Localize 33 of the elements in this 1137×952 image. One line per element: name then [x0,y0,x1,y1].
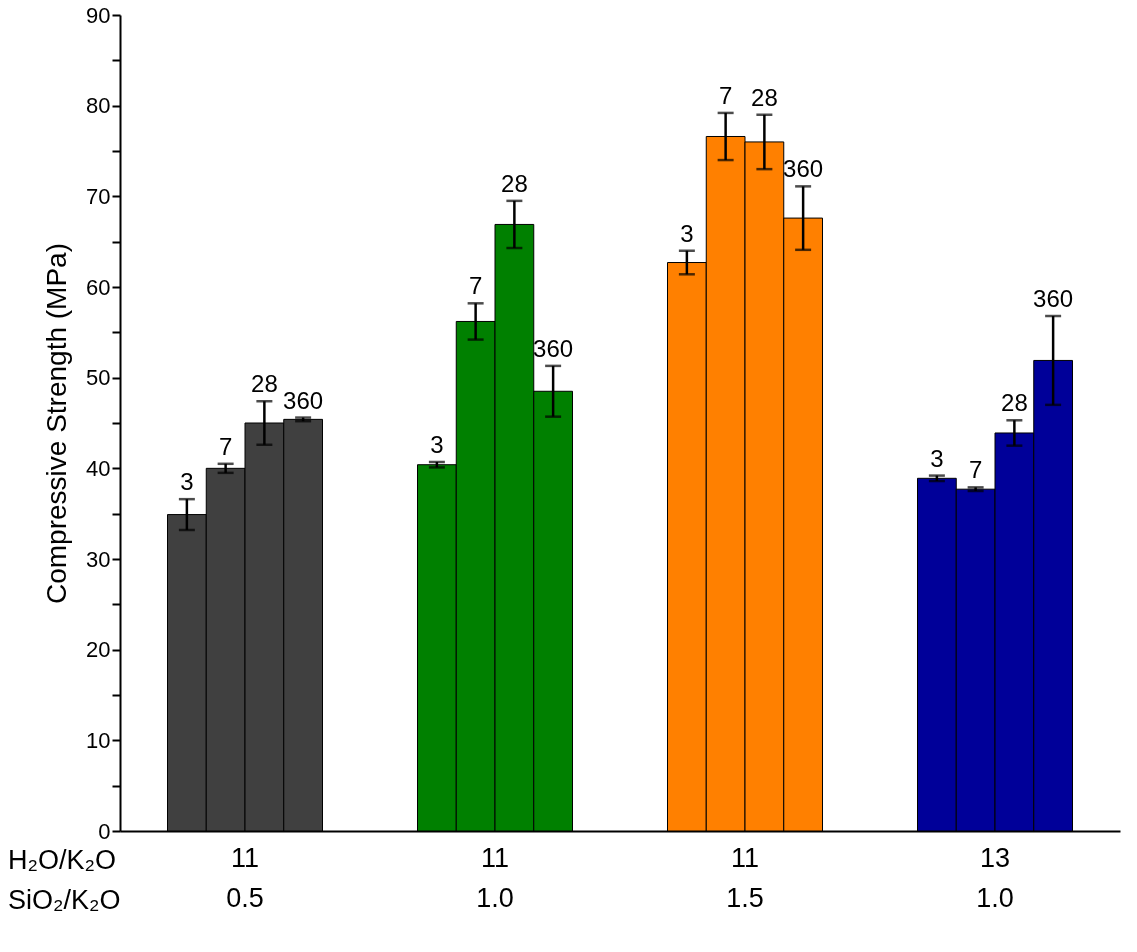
x-tick-label: 11 0.5 [226,842,264,913]
x-tick-label: 13 1.0 [976,842,1014,913]
y-tick-label: 0 [98,818,111,844]
text: H₂O/K₂O [8,845,116,876]
text: 7 [468,272,483,300]
text: 3 [930,444,944,472]
text: 28 [251,370,278,398]
series-label: 28 [1001,389,1028,417]
x-tick-label: 11 1.5 [726,842,764,913]
y-tick-label: 10 [86,727,111,753]
text: 360 [533,334,574,362]
text: 3 [180,468,194,496]
text: SiO₂/K₂O [8,885,121,916]
text: 360 [783,155,824,183]
text: 28 [501,169,528,197]
y-tick-label: 30 [86,546,111,572]
y-tick-label: 50 [86,365,111,391]
y-tick-label: 60 [86,274,111,300]
series-label: 360 [283,386,324,414]
y-tick-label: 20 [86,637,111,663]
series-label: 7 [968,456,983,484]
text: 7 [218,432,233,460]
text: 3 [680,219,694,247]
y-tick-label: 40 [86,455,111,481]
series-label: 3 [430,430,444,458]
y-tick-label: 70 [86,183,111,209]
y-tick-label: 80 [86,93,111,119]
y-tick-label: 90 [86,2,111,28]
text: 7 [718,81,733,109]
text: 28 [751,83,778,111]
x-tick-label: 11 1.0 [476,842,514,913]
text: 360 [1033,285,1074,313]
y-axis-title: Compressive Strength (MPa) [41,242,73,605]
